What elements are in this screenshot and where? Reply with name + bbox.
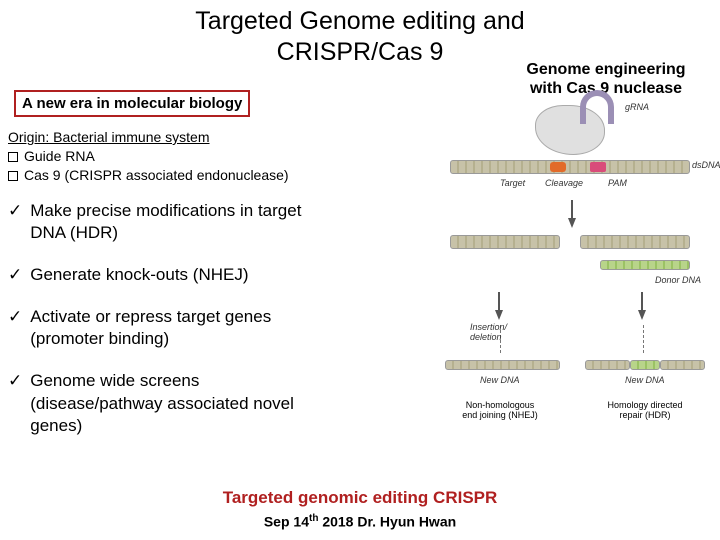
list-item: ✓Make precise modifications in target DN… [8, 200, 328, 244]
footer-main: Targeted genomic editing CRISPR [0, 488, 720, 508]
grna-label: gRNA [625, 102, 649, 112]
check-icon: ✓ [8, 370, 22, 436]
arrow-down-icon [568, 218, 576, 228]
pam-mark [590, 162, 606, 172]
insdel-label: Insertion/ deletion [470, 322, 507, 342]
origin-item-label: Cas 9 (CRISPR associated endonuclease) [24, 167, 289, 183]
list-item: ✓Activate or repress target genes (promo… [8, 306, 328, 350]
hdr-helix-r [660, 360, 705, 370]
square-bullet-icon [8, 171, 18, 181]
hdr-insert [630, 360, 660, 370]
pam-label: PAM [608, 178, 627, 188]
arrow-down-icon [638, 310, 646, 320]
footer-date-rest: 2018 Dr. Hyun Hwan [318, 514, 456, 530]
nhej-helix [445, 360, 560, 370]
nhej-caption: Non-homologous end joining (NHEJ) [440, 400, 560, 420]
dsdna-label: dsDNA [692, 160, 720, 170]
square-bullet-icon [8, 152, 18, 162]
dsdna-helix [450, 160, 690, 174]
hdr-caption: Homology directed repair (HDR) [585, 400, 705, 420]
check-text: Generate knock-outs (NHEJ) [30, 264, 248, 286]
list-item: ✓ Generate knock-outs (NHEJ) [8, 264, 328, 286]
title-line2: CRISPR/Cas 9 [277, 38, 444, 66]
era-box: A new era in molecular biology [14, 90, 250, 117]
origin-block: Origin: Bacterial immune system Guide RN… [8, 128, 289, 185]
donor-dna [600, 260, 690, 270]
arrow-down-icon [495, 310, 503, 320]
broken-left [450, 235, 560, 249]
title-line1: Targeted Genome editing and [195, 7, 524, 35]
grna-shape [580, 90, 614, 124]
check-list: ✓Make precise modifications in target DN… [8, 200, 328, 457]
target-label: Target [500, 178, 525, 188]
origin-heading: Origin: Bacterial immune system [8, 128, 289, 147]
origin-item-label: Guide RNA [24, 148, 95, 164]
diagram-title-l1: Genome engineering [526, 61, 685, 78]
slide-title: Targeted Genome editing and CRISPR/Cas 9 [0, 0, 720, 69]
hdr-helix-l [585, 360, 630, 370]
origin-item: Guide RNA [8, 147, 289, 166]
origin-item: Cas 9 (CRISPR associated endonuclease) [8, 166, 289, 185]
check-text: Activate or repress target genes (promot… [30, 306, 328, 350]
dash-line [643, 325, 644, 353]
cleavage-mark [550, 162, 566, 172]
footer-date: Sep 14th 2018 Dr. Hyun Hwan [0, 513, 720, 530]
check-icon: ✓ [8, 264, 22, 286]
check-icon: ✓ [8, 306, 22, 350]
newdna1-label: New DNA [480, 375, 520, 385]
donor-label: Donor DNA [655, 275, 701, 285]
cleavage-label: Cleavage [545, 178, 583, 188]
check-text: Genome wide screens (disease/pathway ass… [30, 370, 328, 436]
list-item: ✓Genome wide screens (disease/pathway as… [8, 370, 328, 436]
check-text: Make precise modifications in target DNA… [30, 200, 328, 244]
newdna2-label: New DNA [625, 375, 665, 385]
check-icon: ✓ [8, 200, 22, 244]
crispr-diagram: gRNA dsDNA Target Cleavage PAM Donor DNA… [440, 100, 710, 470]
broken-right [580, 235, 690, 249]
footer-date-prefix: Sep 14 [264, 514, 309, 530]
